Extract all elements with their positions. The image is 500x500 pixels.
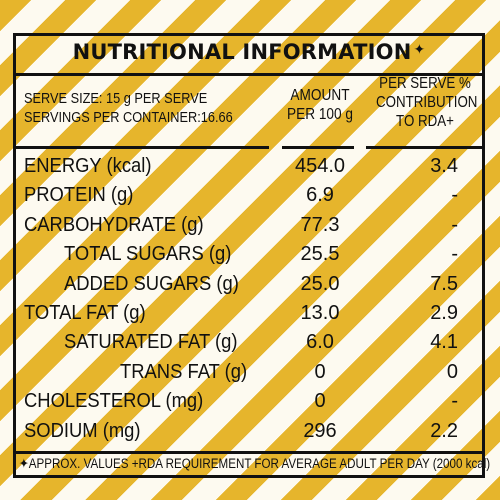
header-divider-amount [282,146,354,149]
amount-header-line-2: PER 100 g [287,106,353,123]
nutrient-rda: 0 [446,360,458,383]
header-divider-label [16,146,269,149]
nutrient-row-carbohydrate: CARBOHYDRATE (g) 77.3 - [16,210,482,239]
nutrient-row-sodium: SODIUM (mg) 296 2.2 [16,416,482,445]
rda-header-line-3: TO RDA+ [396,113,454,130]
nutrient-rda: 7.5 [430,272,458,295]
nutrient-rda: - [451,243,458,266]
nutrient-amount: 25.0 [300,272,340,295]
nutrient-label: TRANS FAT (g) [120,360,248,383]
nutrient-rda: - [451,390,458,413]
nutrient-row-cholesterol: CHOLESTEROL (mg) 0 - [16,386,482,415]
nutrient-rda: - [451,184,458,207]
rda-header-line-2: CONTRIBUTION [375,94,478,111]
nutrient-label: ENERGY (kcal) [24,155,152,177]
title-text: NUTRITIONAL INFORMATION [72,40,412,64]
nutrient-amount: 0 [314,390,326,413]
nutrient-label: SODIUM (mg) [24,419,141,442]
servings-per-container: SERVINGS PER CONTAINER:16.66 [24,110,233,126]
nutrient-label: PROTEIN (g) [24,184,134,207]
nutrient-amount: 13.0 [300,301,340,324]
nutrient-amount: 6.9 [306,184,334,207]
nutrient-amount: 296 [303,419,337,442]
nutrient-rda: 4.1 [430,331,458,354]
nutrient-table: ENERGY (kcal) 454.0 3.4 PROTEIN (g) 6.9 … [16,151,482,445]
nutrition-title: NUTRITIONAL INFORMATION ✦ [16,40,482,64]
serve-size: SERVE SIZE: 15 g PER SERVE [24,91,208,107]
nutrient-amount: 6.0 [306,331,334,354]
nutrient-row-saturated-fat: SATURATED FAT (g) 6.0 4.1 [16,327,482,356]
footnote: ✦APPROX. VALUES +RDA REQUIREMENT FOR AVE… [19,456,491,471]
nutrient-row-added-sugars: ADDED SUGARS (g) 25.0 7.5 [16,269,482,298]
nutrient-rda: 2.9 [430,301,458,324]
nutrient-row-protein: PROTEIN (g) 6.9 - [16,180,482,209]
nutrient-label: ADDED SUGARS (g) [64,272,239,295]
nutrient-row-total-fat: TOTAL FAT (g) 13.0 2.9 [16,298,482,327]
rda-column-header: PER SERVE % CONTRIBUTION TO RDA+ [375,74,478,131]
nutrient-label: TOTAL SUGARS (g) [64,243,232,266]
footer-divider [16,451,482,454]
approx-mark-icon: ✦ [413,42,426,58]
nutrient-label: CHOLESTEROL (mg) [24,390,204,413]
nutrient-row-energy: ENERGY (kcal) 454.0 3.4 [16,151,482,180]
nutrient-rda: 3.4 [430,155,458,177]
rda-header-line-1: PER SERVE % [379,75,471,92]
nutrient-rda: - [451,213,458,236]
nutrient-label: TOTAL FAT (g) [24,301,146,324]
nutrient-amount: 454.0 [294,155,346,177]
amount-column-header: AMOUNT PER 100 g [285,86,355,124]
title-divider [16,73,482,76]
nutrient-label: SATURATED FAT (g) [64,331,238,354]
nutrient-row-trans-fat: TRANS FAT (g) 0 0 [16,357,482,386]
serving-info: SERVE SIZE: 15 g PER SERVE SERVINGS PER … [24,90,233,128]
nutrition-panel: NUTRITIONAL INFORMATION ✦ SERVE SIZE: 15 … [13,33,490,478]
nutrient-amount: 0 [314,360,326,383]
nutrient-amount: 25.5 [300,243,340,266]
nutrient-amount: 77.3 [300,213,340,236]
header-divider-rda [366,146,482,149]
nutrient-row-total-sugars: TOTAL SUGARS (g) 25.5 - [16,239,482,268]
nutrient-rda: 2.2 [430,419,458,442]
amount-header-line-1: AMOUNT [290,87,350,104]
nutrient-label: CARBOHYDRATE (g) [24,213,204,236]
